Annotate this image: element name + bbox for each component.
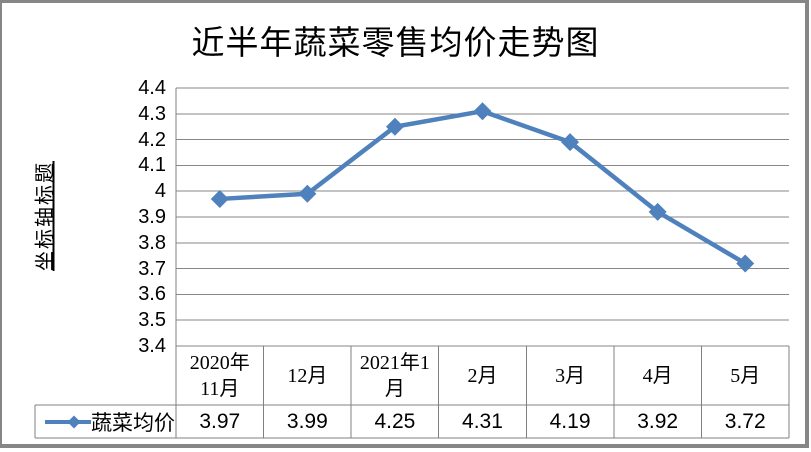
series-value-cell: 4.19 — [549, 409, 591, 433]
y-tick-label: 3.5 — [138, 309, 166, 332]
y-tick-label: 4.1 — [138, 154, 166, 177]
data-point-marker — [210, 189, 229, 208]
data-point-marker — [473, 102, 492, 121]
legend: 蔬菜均价 — [35, 406, 175, 437]
y-tick-label: 4.2 — [138, 128, 166, 151]
data-point-marker — [298, 184, 317, 203]
y-tick-label: 4.4 — [138, 77, 166, 99]
y-tick-label: 3.4 — [138, 335, 166, 357]
series-value-cell: 3.97 — [199, 409, 241, 433]
series-value-cell: 4.31 — [462, 409, 503, 433]
series-value-cell: 3.92 — [637, 409, 679, 433]
x-category-cell: 2020年 11月 — [189, 351, 250, 400]
x-category-cell: 5月 — [730, 364, 761, 387]
data-point-marker — [385, 117, 404, 136]
data-point-marker — [561, 133, 580, 152]
series-value-cell: 4.25 — [374, 409, 416, 433]
series-value-cell: 3.72 — [724, 409, 766, 433]
y-tick-label: 3.7 — [138, 257, 166, 280]
data-point-marker — [736, 254, 755, 273]
x-category-cell: 2月 — [467, 364, 498, 387]
x-category-cell: 4月 — [642, 364, 673, 387]
legend-series-label: 蔬菜均价 — [91, 410, 175, 435]
x-category-cell: 12月 — [287, 364, 328, 387]
x-category-cell: 2021年1 月 — [359, 351, 430, 400]
x-category-cell: 3月 — [555, 364, 586, 387]
y-tick-label: 4 — [154, 180, 166, 203]
y-tick-label: 3.8 — [138, 231, 166, 254]
data-point-marker — [648, 202, 667, 221]
series-line — [217, 108, 748, 266]
legend-series-key-icon — [45, 415, 91, 428]
y-tick-label: 3.6 — [138, 283, 166, 306]
y-tick-label: 4.3 — [138, 102, 166, 125]
chart-title: 近半年蔬菜零售均价走势图 — [191, 26, 600, 62]
series-value-cell: 3.99 — [286, 409, 328, 433]
y-tick-label: 3.9 — [138, 206, 166, 228]
